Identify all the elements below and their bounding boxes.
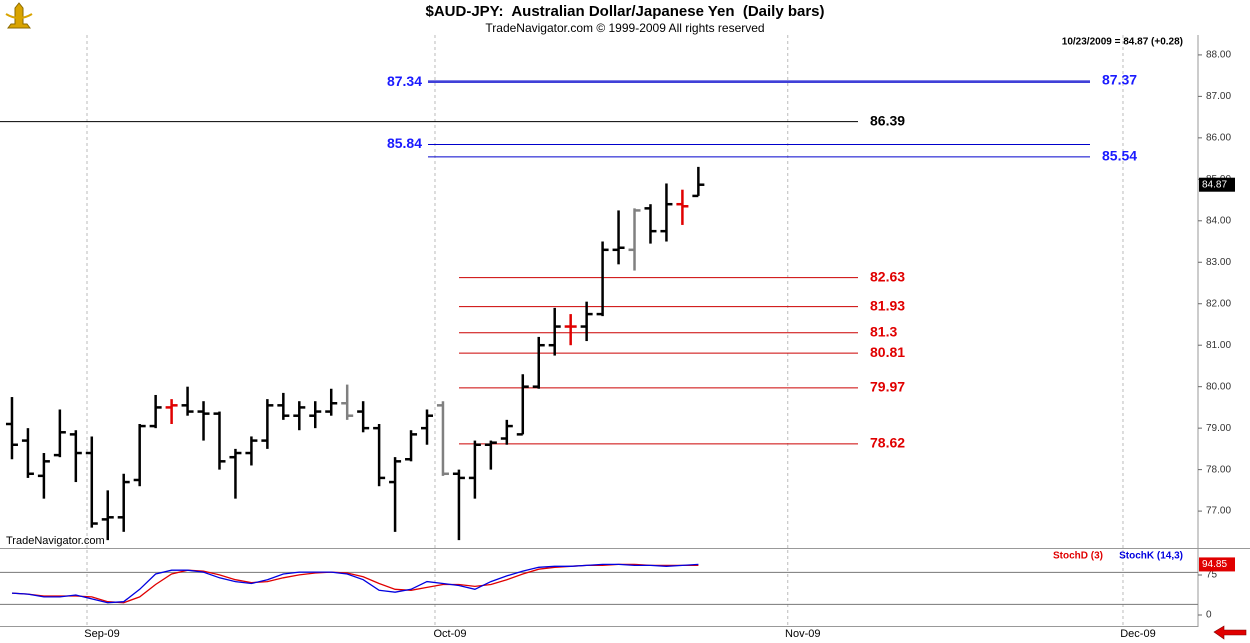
x-tick-label: Dec-09 [1120, 628, 1155, 640]
last-value-label: 94.85 [1202, 559, 1227, 570]
level-label: 80.81 [870, 344, 905, 360]
level-label: 81.3 [870, 323, 897, 339]
watermark: TradeNavigator.com [6, 535, 105, 547]
y-tick-label: 77.00 [1206, 506, 1231, 517]
y-tick-label: 86.00 [1206, 132, 1231, 143]
level-label: 85.84 [387, 135, 422, 151]
y-tick-label: 80.00 [1206, 381, 1231, 392]
logo [5, 2, 33, 29]
last-price-label: 84.87 [1202, 179, 1227, 190]
y-tick-label: 75 [1206, 570, 1218, 581]
chart-subtitle: TradeNavigator.com © 1999-2009 All right… [485, 21, 764, 35]
x-tick-label: Nov-09 [785, 628, 820, 640]
legend-label: StochK (14,3) [1119, 551, 1183, 562]
x-tick-label: Oct-09 [433, 628, 466, 640]
x-tick-label: Sep-09 [84, 628, 119, 640]
stoch-line [11, 563, 699, 604]
level-label: 87.34 [387, 73, 422, 89]
level-label: 87.37 [1102, 72, 1137, 88]
y-tick-label: 81.00 [1206, 340, 1231, 351]
quote: 10/23/2009 = 84.87 (+0.28) [1062, 37, 1183, 48]
y-tick-label: 83.00 [1206, 257, 1231, 268]
level-label: 86.39 [870, 112, 905, 128]
legend-label: StochD (3) [1053, 551, 1103, 562]
y-tick-label: 79.00 [1206, 423, 1231, 434]
level-label: 78.62 [870, 435, 905, 451]
y-tick-label: 84.00 [1206, 215, 1231, 226]
last-price-tag [1199, 177, 1235, 192]
level-label: 81.93 [870, 297, 905, 313]
last-value-tag [1199, 557, 1235, 572]
y-tick-label: 82.00 [1206, 298, 1231, 309]
level-label: 79.97 [870, 379, 905, 395]
level-label: 82.63 [870, 268, 905, 284]
y-tick-label: 88.00 [1206, 50, 1231, 61]
level-label: 85.54 [1102, 148, 1137, 164]
chart-title: $AUD-JPY: Australian Dollar/Japanese Yen… [425, 3, 824, 20]
nav-arrow[interactable] [1213, 625, 1247, 640]
y-tick-label: 0 [1206, 610, 1212, 621]
y-tick-label: 87.00 [1206, 91, 1231, 102]
y-tick-label: 78.00 [1206, 464, 1231, 475]
